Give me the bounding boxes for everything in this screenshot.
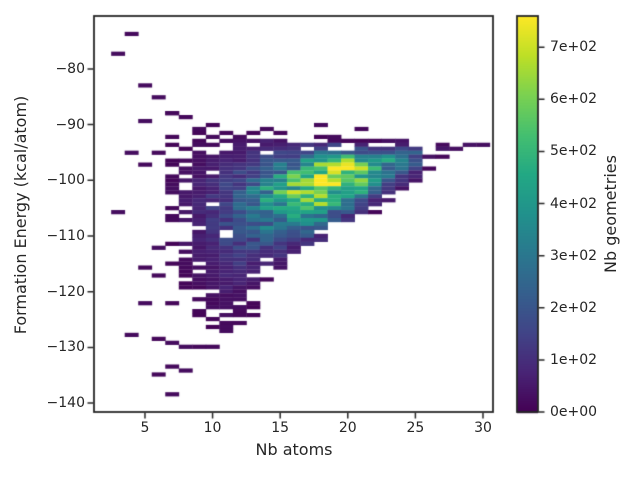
colorbar-label: Nb geometries	[601, 155, 620, 273]
y-tick-label: −100	[46, 172, 85, 189]
x-axis-label: Nb atoms	[255, 440, 333, 459]
colorbar-tick-label: 5e+02	[550, 143, 598, 160]
x-tick-label: 20	[338, 420, 357, 436]
colorbar-tick-label: 4e+02	[550, 195, 598, 212]
y-tick-label: −110	[46, 228, 85, 244]
y-tick-label: −90	[55, 116, 85, 133]
colorbar-tick-label: 1e+02	[550, 351, 598, 368]
y-tick-label: −120	[46, 283, 85, 300]
colorbar-tick-label: 2e+02	[550, 299, 598, 316]
colorbar-tick-label: 0e+00	[550, 404, 598, 420]
y-tick-label: −80	[55, 60, 85, 77]
x-tick-label: 25	[406, 420, 425, 436]
y-tick-label: −130	[46, 339, 85, 356]
y-axis-label: Formation Energy (kcal/atom)	[11, 95, 30, 335]
colorbar-tick-label: 6e+02	[550, 91, 598, 108]
x-tick-label: 15	[271, 420, 290, 436]
x-tick-label: 5	[140, 420, 150, 436]
colorbar-tick-label: 7e+02	[550, 39, 598, 56]
colorbar-tick-label: 3e+02	[550, 247, 598, 264]
x-tick-label: 10	[203, 420, 222, 436]
x-tick-label: 30	[474, 420, 492, 436]
y-tick-label: −140	[46, 395, 85, 412]
